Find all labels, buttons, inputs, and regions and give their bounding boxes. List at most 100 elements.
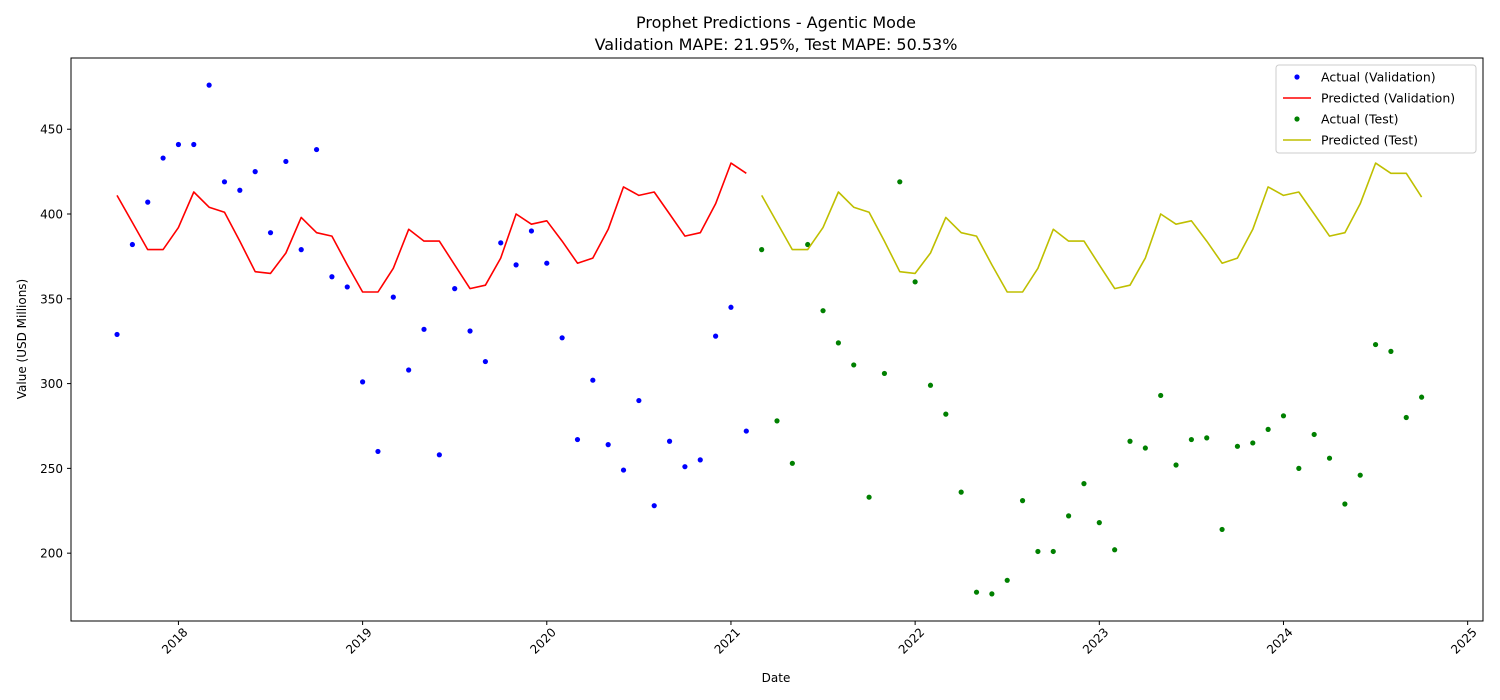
x-axis-ticks: 2018 2019 2020 2021 2022 2023 2024 2025 bbox=[159, 621, 1480, 657]
data-point-actual-validation bbox=[498, 240, 504, 246]
data-point-actual-validation bbox=[697, 457, 703, 463]
series-line-predicted-validation bbox=[116, 162, 747, 293]
data-point-actual-test bbox=[1066, 513, 1072, 519]
data-point-actual-validation bbox=[651, 503, 657, 509]
chart-subtitle: Validation MAPE: 21.95%, Test MAPE: 50.5… bbox=[595, 35, 958, 54]
data-point-actual-validation bbox=[191, 141, 197, 148]
data-point-actual-validation bbox=[221, 179, 228, 185]
data-point-actual-validation bbox=[605, 442, 611, 448]
data-point-actual-validation bbox=[114, 331, 120, 338]
data-point-actual-test bbox=[759, 247, 765, 253]
data-point-actual-test bbox=[774, 418, 780, 424]
data-point-actual-test bbox=[1342, 501, 1348, 507]
data-point-actual-test bbox=[805, 241, 811, 248]
data-point-actual-test bbox=[1326, 455, 1333, 461]
data-point-actual-test bbox=[1188, 436, 1194, 443]
y-tick-label: 350 bbox=[40, 292, 63, 306]
legend-marker-actual-test bbox=[1294, 116, 1300, 122]
data-point-actual-test bbox=[1081, 481, 1087, 487]
data-point-actual-validation bbox=[160, 155, 166, 161]
y-tick-label: 400 bbox=[40, 208, 63, 222]
data-point-actual-validation bbox=[728, 304, 734, 310]
data-point-actual-test bbox=[1019, 497, 1026, 504]
data-point-actual-validation bbox=[252, 169, 258, 175]
data-point-actual-validation bbox=[267, 230, 274, 236]
x-axis-label: Date bbox=[762, 671, 791, 685]
data-point-actual-validation bbox=[360, 379, 366, 385]
x-tick-label: 2022 bbox=[896, 625, 927, 656]
data-point-actual-test bbox=[1142, 445, 1148, 451]
data-point-actual-validation bbox=[421, 326, 427, 332]
x-tick-label: 2021 bbox=[712, 625, 743, 656]
data-point-actual-test bbox=[851, 362, 857, 368]
data-point-actual-test bbox=[1204, 435, 1210, 441]
y-tick-label: 300 bbox=[40, 377, 63, 391]
data-point-actual-validation bbox=[713, 333, 719, 339]
data-point-actual-test bbox=[1096, 520, 1102, 526]
data-point-actual-test bbox=[1035, 548, 1041, 555]
x-tick-label: 2019 bbox=[343, 625, 374, 656]
data-point-actual-validation bbox=[237, 187, 243, 193]
data-point-actual-validation bbox=[406, 367, 412, 373]
data-point-actual-test bbox=[835, 340, 841, 346]
data-point-actual-validation bbox=[283, 158, 289, 165]
plot-frame bbox=[70, 57, 1484, 622]
data-point-actual-test bbox=[1388, 348, 1394, 354]
y-tick-label: 250 bbox=[40, 462, 63, 476]
plot-series bbox=[114, 82, 1425, 597]
x-tick-label: 2018 bbox=[159, 625, 190, 656]
data-point-actual-test bbox=[927, 382, 934, 388]
data-point-actual-test bbox=[1372, 341, 1379, 348]
data-point-actual-validation bbox=[145, 199, 151, 205]
x-tick-label: 2020 bbox=[527, 625, 558, 656]
data-point-actual-test bbox=[1265, 426, 1271, 432]
data-point-actual-test bbox=[897, 179, 903, 185]
data-point-actual-validation bbox=[206, 82, 212, 88]
data-point-actual-test bbox=[1403, 414, 1409, 421]
data-point-actual-test bbox=[1219, 526, 1225, 533]
data-point-actual-test bbox=[958, 489, 964, 495]
data-point-actual-validation bbox=[513, 262, 519, 268]
legend-box bbox=[1275, 64, 1477, 154]
data-point-actual-validation bbox=[743, 428, 749, 434]
data-point-actual-test bbox=[881, 370, 888, 377]
series-line-predicted-test bbox=[761, 162, 1423, 293]
legend-label-predicted-test: Predicted (Test) bbox=[1321, 133, 1418, 148]
data-point-actual-test bbox=[1234, 443, 1241, 449]
legend-label-actual-validation: Actual (Validation) bbox=[1321, 70, 1436, 85]
data-point-actual-test bbox=[943, 411, 949, 417]
data-point-actual-validation bbox=[574, 436, 581, 443]
data-point-actual-test bbox=[1050, 548, 1056, 555]
data-point-actual-test bbox=[1419, 394, 1425, 400]
data-point-actual-test bbox=[989, 591, 995, 597]
data-point-actual-test bbox=[1296, 465, 1302, 471]
x-tick-label: 2024 bbox=[1264, 625, 1295, 656]
data-point-actual-test bbox=[1173, 462, 1179, 468]
data-point-actual-test bbox=[866, 494, 872, 500]
x-tick-label: 2025 bbox=[1448, 625, 1479, 656]
data-point-actual-test bbox=[1311, 431, 1317, 438]
data-point-actual-validation bbox=[390, 294, 396, 300]
data-point-actual-test bbox=[1158, 392, 1164, 399]
legend: Actual (Validation) Predicted (Validatio… bbox=[1275, 64, 1477, 154]
data-point-actual-validation bbox=[666, 438, 673, 444]
data-point-actual-validation bbox=[313, 146, 320, 153]
data-point-actual-validation bbox=[528, 228, 535, 234]
y-tick-label: 450 bbox=[40, 123, 63, 137]
data-point-actual-test bbox=[1357, 472, 1363, 478]
data-point-actual-validation bbox=[636, 397, 642, 404]
y-axis-label: Value (USD Millions) bbox=[15, 279, 29, 399]
legend-label-actual-test: Actual (Test) bbox=[1321, 112, 1399, 127]
data-point-actual-validation bbox=[682, 464, 688, 470]
data-point-actual-validation bbox=[129, 241, 135, 248]
data-point-actual-test bbox=[820, 308, 826, 314]
data-point-actual-validation bbox=[452, 286, 458, 292]
legend-marker-actual-validation bbox=[1294, 74, 1300, 80]
x-tick-label: 2023 bbox=[1080, 625, 1111, 656]
data-point-actual-test bbox=[1280, 413, 1287, 419]
data-point-actual-validation bbox=[436, 452, 442, 458]
data-point-actual-validation bbox=[344, 284, 350, 290]
data-point-actual-test bbox=[1250, 440, 1256, 446]
data-point-actual-validation bbox=[544, 260, 550, 266]
